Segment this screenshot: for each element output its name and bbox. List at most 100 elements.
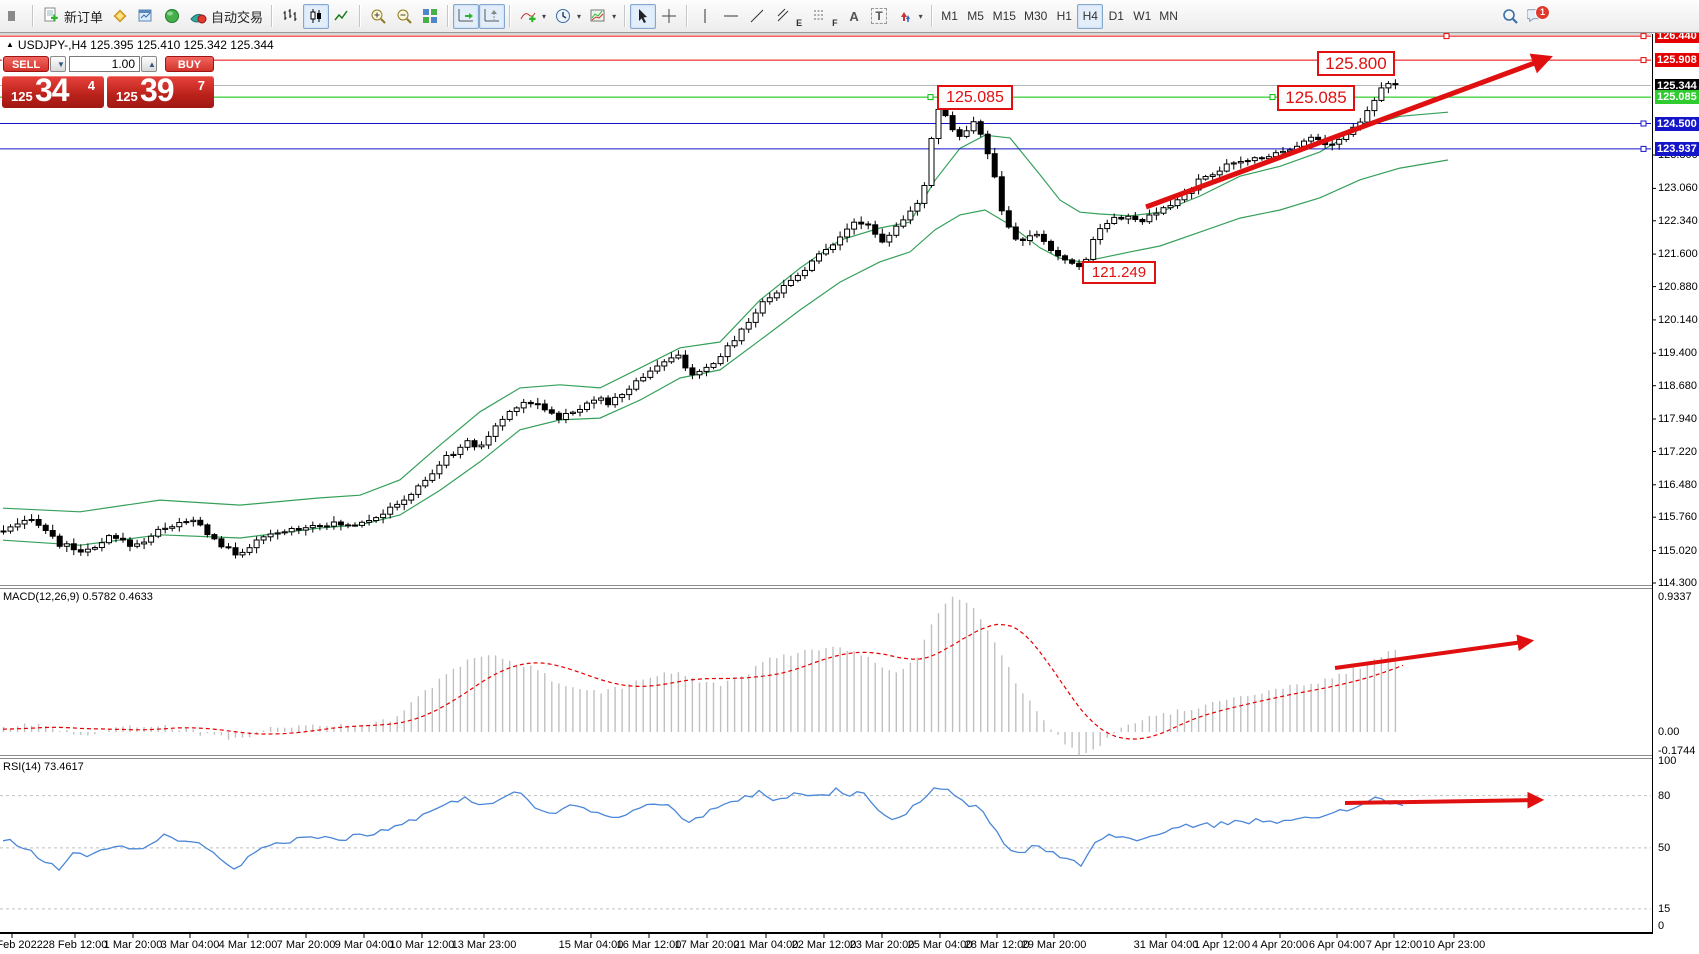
chart-line-button[interactable] — [329, 4, 355, 29]
time-axis-label: 10 Mar 12:00 — [389, 939, 455, 951]
buy-price-sup: 7 — [197, 78, 205, 93]
time-axis-label: 23 Mar 20:00 — [849, 939, 915, 951]
time-axis-label: 4 Mar 12:00 — [218, 939, 278, 951]
auto-scroll-button[interactable] — [453, 3, 480, 29]
sell-button-label: SELL — [11, 59, 41, 71]
vertical-line-tool-button[interactable] — [692, 4, 718, 29]
timeframe-H4[interactable]: H4 — [1077, 3, 1104, 29]
autotrading-label: 自动交易 — [211, 9, 264, 25]
time-axis-label: 15 Mar 04:00 — [558, 939, 624, 951]
price-tick-label: 119.400 — [1658, 347, 1697, 360]
bar-chart-icon — [283, 9, 297, 21]
template-icon — [590, 9, 605, 22]
time-axis-label: 25 Mar 04:00 — [907, 939, 973, 951]
arrows-tool-button[interactable]: ▾ — [892, 4, 927, 29]
cursor-icon — [639, 9, 648, 23]
toolbar-separator — [509, 5, 512, 27]
price-tick-label: 117.940 — [1658, 413, 1697, 425]
price-annotation-125.800[interactable]: 125.800 — [1317, 51, 1395, 76]
time-axis-label: 9 Mar 04:00 — [334, 939, 394, 951]
horizontal-line-tool-button[interactable] — [718, 4, 744, 29]
price-tick-label: 120.880 — [1658, 280, 1698, 293]
spinner-down-icon: ▼ — [57, 60, 65, 69]
time-axis-label: 16 Mar 12:00 — [616, 939, 682, 951]
buy-price-prefix: 125 — [116, 89, 138, 104]
time-axis-label: 25 Feb 2022 — [0, 939, 43, 951]
price-tick-label: 118.680 — [1658, 379, 1697, 392]
crosshair-tool-button[interactable] — [656, 4, 682, 29]
time-axis-label: 3 Mar 04:00 — [160, 939, 220, 951]
buy-button[interactable]: BUY — [165, 56, 214, 72]
volume-input[interactable] — [69, 56, 140, 72]
time-axis-label: 7 Mar 20:00 — [276, 939, 336, 951]
chart-collapse-icon[interactable]: ▲ — [6, 40, 14, 49]
timeframe-W1[interactable]: W1 — [1129, 4, 1155, 29]
toolbar-separator — [359, 5, 362, 27]
navigator-button[interactable] — [159, 4, 185, 29]
macd-scale-label: -0.1744 — [1658, 745, 1696, 757]
notifications-button[interactable]: 1 — [1523, 4, 1550, 29]
chart-bars-button[interactable] — [277, 4, 303, 29]
sell-button[interactable]: SELL — [3, 56, 49, 72]
market-watch-button[interactable] — [107, 4, 133, 29]
tile-windows-button[interactable] — [417, 4, 443, 29]
price-annotation-121.249[interactable]: 121.249 — [1082, 261, 1156, 284]
time-axis-label: 10 Apr 23:00 — [1422, 939, 1486, 951]
periods-button[interactable]: ▾ — [550, 4, 585, 29]
label-tool-glyph: T — [871, 8, 887, 24]
fibonacci-glyph: F — [832, 17, 838, 28]
trendline-tool-button[interactable] — [744, 4, 770, 29]
zoom-out-button[interactable] — [391, 4, 417, 29]
timeframe-M1[interactable]: M1 — [937, 4, 963, 29]
channel-tool-button[interactable]: E — [770, 4, 806, 29]
timeframe-M15[interactable]: M15 — [989, 4, 1020, 29]
chart-candles-button[interactable] — [303, 3, 330, 29]
dropdown-caret-icon: ▾ — [612, 11, 617, 21]
text-tool-button[interactable]: A — [842, 4, 867, 29]
new-order-button[interactable]: 新订单 — [38, 4, 107, 29]
price-annotation-125.085[interactable]: 125.085 — [1277, 85, 1355, 111]
data-window-button[interactable] — [133, 4, 159, 29]
toolbar-separator — [686, 5, 689, 27]
price-tick-label: 120.140 — [1658, 313, 1698, 326]
rsi-scale-label: 50 — [1658, 841, 1671, 854]
clipped-toolbar-icon[interactable] — [2, 3, 28, 30]
dropdown-caret-icon: ▾ — [918, 11, 923, 21]
volume-decrease-button[interactable]: ▼ — [50, 56, 66, 72]
toolbar-separator — [930, 5, 933, 27]
time-axis-label: 28 Mar 12:00 — [964, 939, 1030, 951]
fibonacci-tool-button[interactable]: F — [806, 4, 842, 29]
timeframe-H1[interactable]: H1 — [1051, 4, 1077, 29]
text-label-tool-button[interactable]: T — [867, 4, 892, 29]
chart-shift-button[interactable] — [479, 3, 506, 29]
time-axis-label: 6 Apr 04:00 — [1308, 939, 1366, 951]
toolbar-separator — [447, 5, 450, 27]
autotrading-button[interactable]: 自动交易 — [185, 4, 267, 29]
timeframe-M5[interactable]: M5 — [963, 4, 989, 29]
zoom-in-button[interactable] — [365, 4, 391, 29]
price-annotation-125.085[interactable]: 125.085 — [937, 85, 1013, 110]
buy-price-panel[interactable]: 125 39 7 — [107, 72, 214, 108]
zoom-in-icon — [371, 9, 386, 24]
timeframe-M30[interactable]: M30 — [1020, 4, 1051, 29]
indicators-button[interactable]: ▾ — [515, 4, 550, 29]
time-axis-label: 28 Feb 12:00 — [42, 939, 108, 951]
sell-price-panel[interactable]: 125 34 4 — [2, 72, 104, 108]
arrow-objects-icon — [900, 12, 910, 22]
one-click-trading-panel: SELL ▼ ▲ BUY 125 34 4 125 39 7 — [2, 51, 214, 109]
time-axis-label: 1 Mar 20:00 — [103, 939, 163, 951]
sell-price-prefix: 125 — [11, 89, 33, 104]
new-order-icon — [44, 7, 58, 22]
fibonacci-icon — [814, 10, 825, 20]
timeframe-MN[interactable]: MN — [1155, 4, 1182, 29]
time-axis-label: 7 Apr 12:00 — [1365, 939, 1423, 951]
timeframe-D1[interactable]: D1 — [1103, 4, 1129, 29]
cursor-tool-button[interactable] — [630, 3, 657, 29]
time-axis-label: 13 Mar 23:00 — [451, 939, 517, 951]
templates-button[interactable]: ▾ — [585, 4, 620, 29]
search-button[interactable] — [1497, 4, 1523, 29]
rsi-scale-label: 100 — [1658, 754, 1677, 767]
rsi-indicator-label: RSI(14) 73.4617 — [3, 761, 84, 773]
volume-increase-button[interactable]: ▲ — [141, 56, 157, 72]
